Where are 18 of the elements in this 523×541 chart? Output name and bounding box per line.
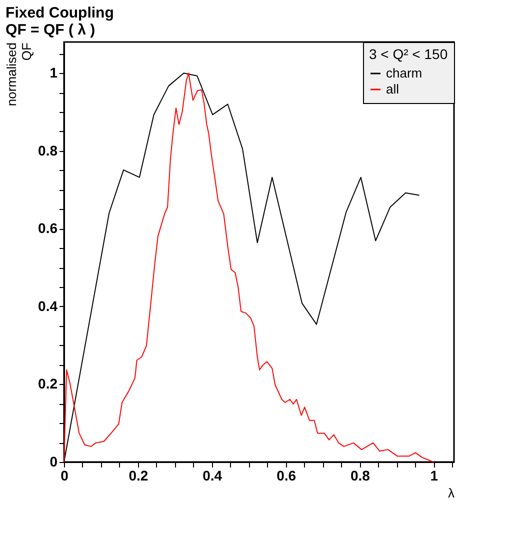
y-axis-title: normalised QF: [4, 42, 34, 106]
legend-label: all: [386, 82, 400, 96]
chart-title: Fixed Coupling QF = QF ( λ ): [6, 4, 114, 38]
x-tick-label: 0.8: [350, 468, 370, 484]
y-tick-label: 0.8: [38, 142, 58, 158]
x-tick-label: 0.4: [202, 468, 222, 484]
y-tick-label: 0.4: [38, 298, 58, 314]
y-tick-label: 0.6: [38, 220, 58, 236]
legend-title: 3 < Q² < 150: [369, 46, 448, 62]
y-tick-label: 0.2: [38, 376, 58, 392]
legend-label: charm: [386, 66, 422, 80]
x-tick-label: 0.2: [128, 468, 148, 484]
x-axis-title: λ: [448, 486, 455, 500]
y-tick-label: 0: [50, 454, 58, 470]
x-tick-label: 0.6: [276, 468, 296, 484]
x-tick-label: 0: [60, 468, 69, 484]
x-tick-label: 1: [430, 468, 438, 484]
y-tick-label: 1: [50, 64, 58, 81]
